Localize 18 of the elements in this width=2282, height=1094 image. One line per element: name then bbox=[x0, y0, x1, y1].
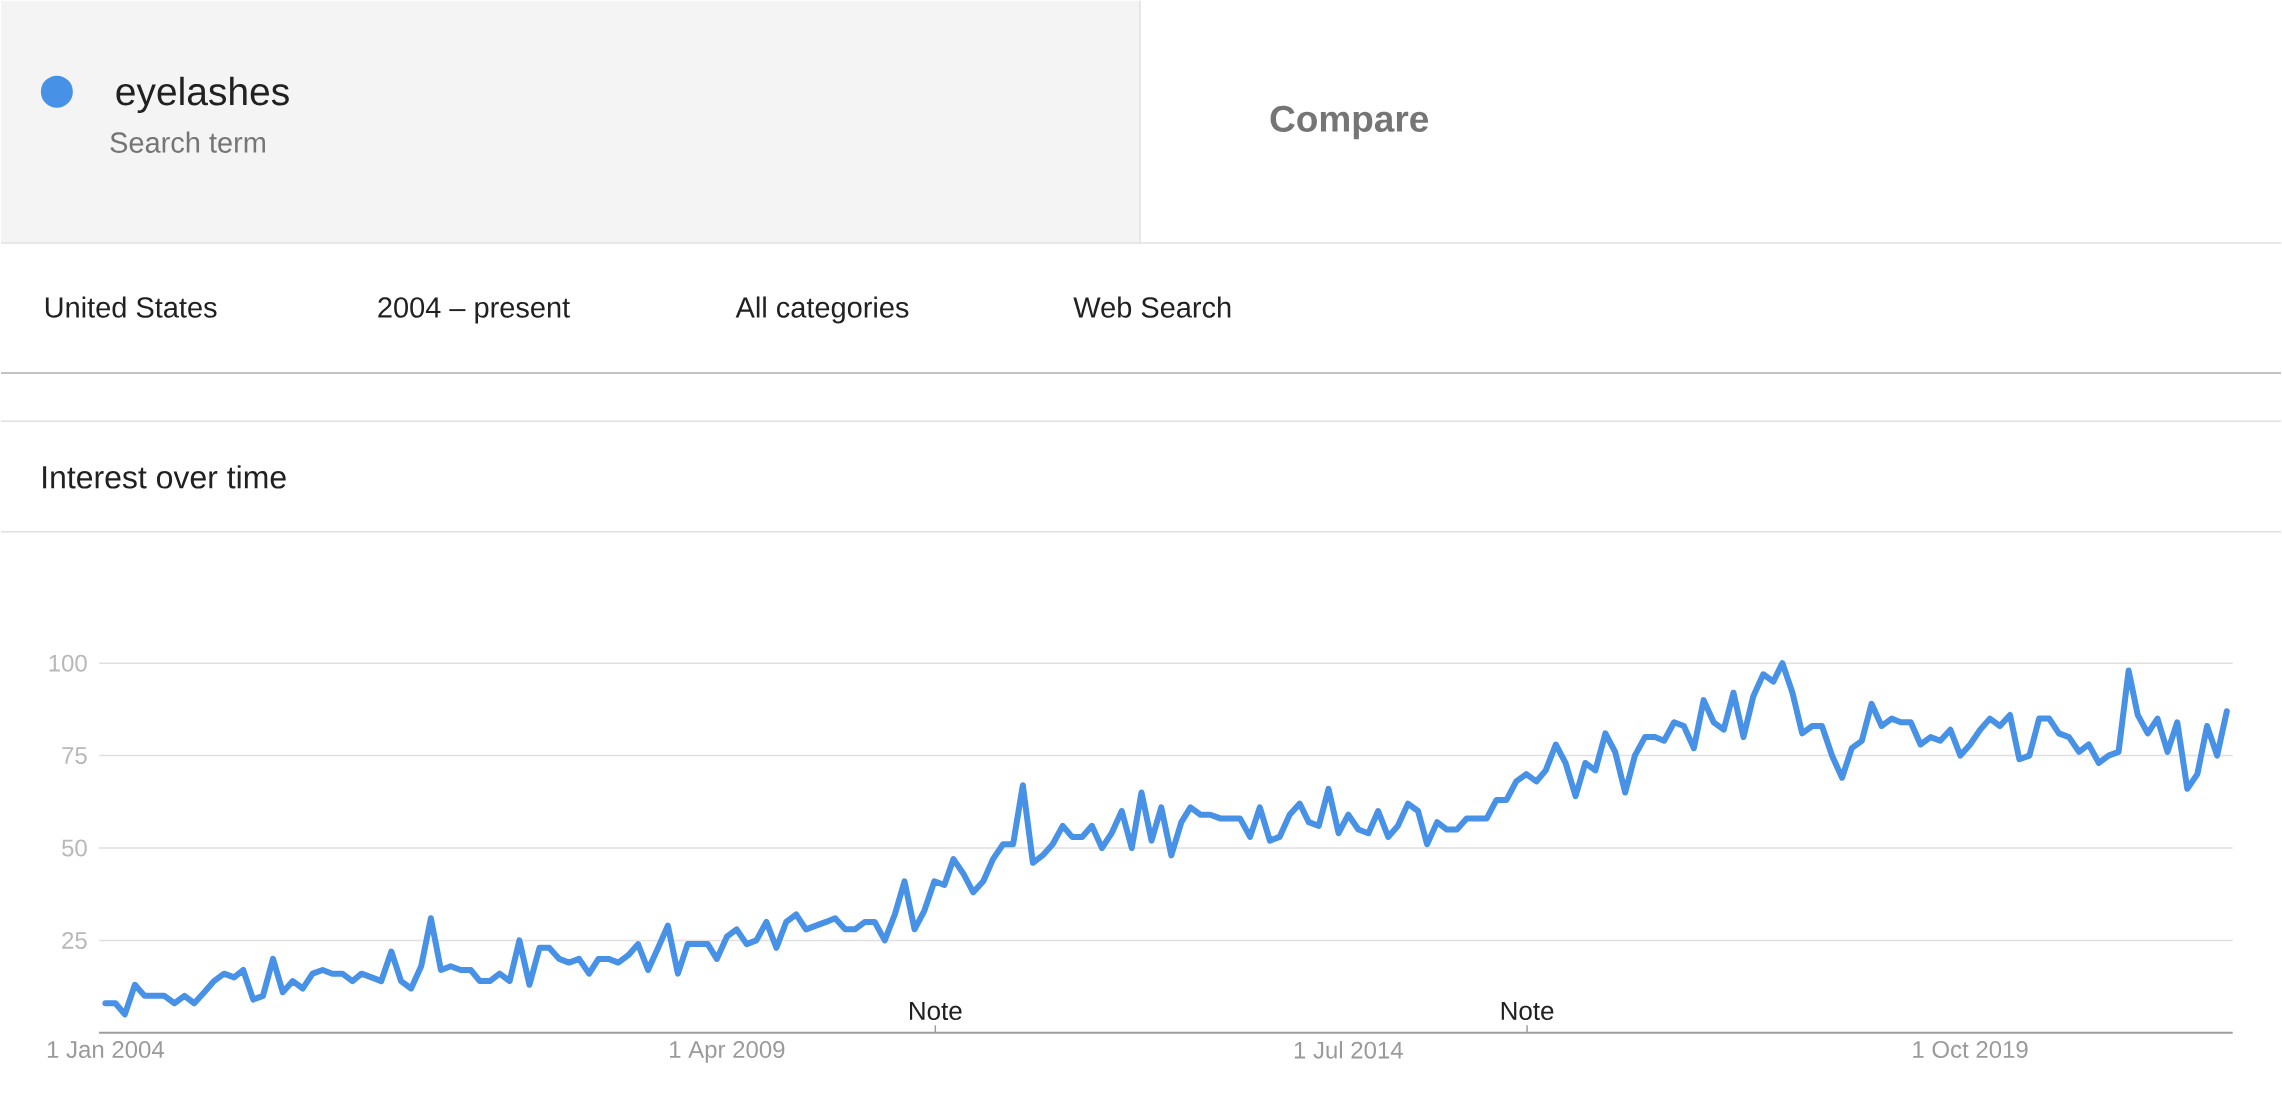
x-tick-label: 1 Oct 2019 bbox=[1913, 1041, 2028, 1059]
y-tick-label: 100 bbox=[49, 654, 87, 672]
text: Compare bbox=[1270, 105, 1429, 140]
x-tick-label: 1 Apr 2009 bbox=[670, 1041, 785, 1063]
text: United States bbox=[45, 296, 217, 318]
text: Web Search bbox=[1073, 296, 1231, 318]
text: All categories bbox=[735, 296, 909, 324]
annotation: Note bbox=[1501, 1002, 1554, 1021]
legend-label: eyelashes bbox=[116, 76, 289, 114]
y-tick-label: 50 bbox=[62, 839, 87, 857]
x-tick-label: 1 Jul 2014 bbox=[1294, 1041, 1403, 1059]
x-tick-label: 1 Jan 2004 bbox=[47, 1041, 164, 1059]
annotation: Note bbox=[910, 1002, 962, 1021]
text: Search term bbox=[110, 131, 265, 153]
text: 2004 – present bbox=[378, 297, 570, 324]
y-tick-label: 25 bbox=[62, 932, 87, 950]
chart-title: Interest over time bbox=[43, 465, 286, 489]
y-tick-label: 75 bbox=[62, 747, 87, 765]
